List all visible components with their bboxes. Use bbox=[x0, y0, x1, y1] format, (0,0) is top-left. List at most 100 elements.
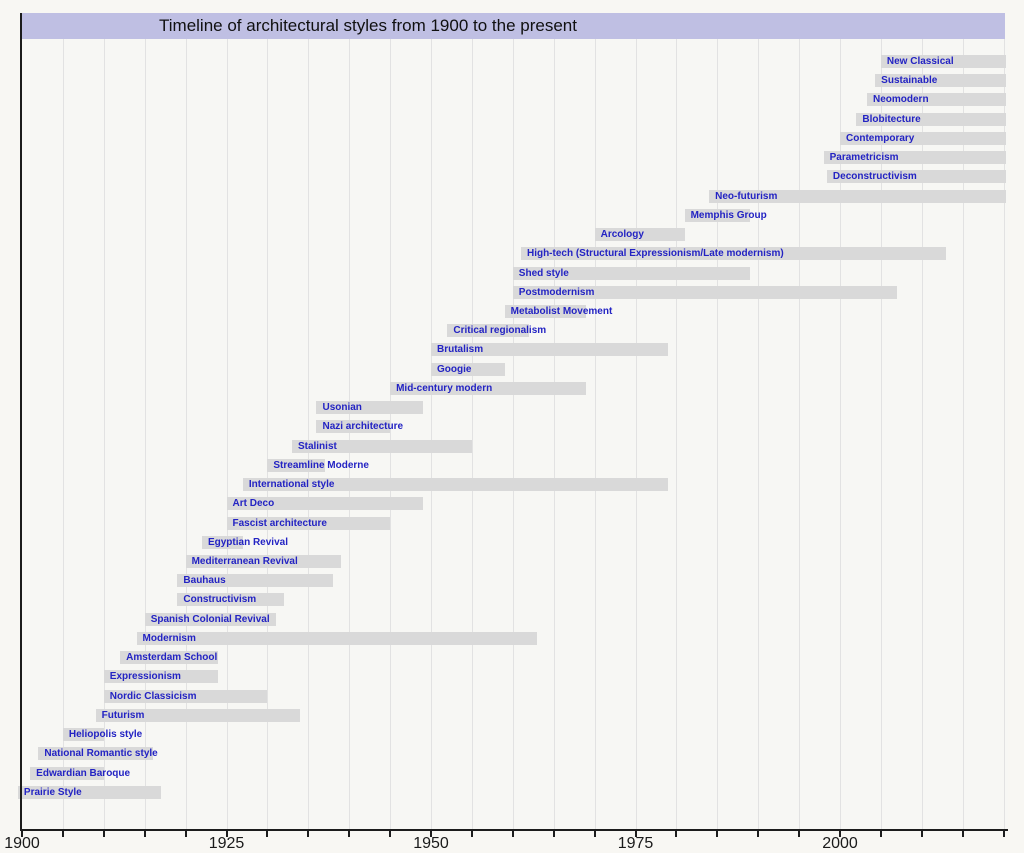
style-label[interactable]: Constructivism bbox=[183, 594, 257, 606]
style-label[interactable]: Memphis Group bbox=[690, 209, 767, 221]
style-label[interactable]: Shed style bbox=[518, 267, 569, 279]
gridline bbox=[390, 39, 392, 829]
timeline-bar bbox=[594, 228, 685, 242]
style-label[interactable]: Mid-century modern bbox=[396, 382, 493, 394]
axis-tick bbox=[1002, 831, 1005, 837]
style-label[interactable]: Amsterdam School bbox=[126, 652, 218, 664]
x-axis-line bbox=[20, 829, 1008, 831]
axis-tick-label: 1900 bbox=[4, 835, 40, 852]
style-label[interactable]: Usonian bbox=[322, 402, 362, 414]
timeline-bar bbox=[177, 574, 333, 588]
style-label[interactable]: Googie bbox=[437, 363, 472, 375]
gridline bbox=[799, 39, 801, 829]
axis-tick bbox=[266, 831, 269, 837]
style-label[interactable]: Deconstructivism bbox=[832, 171, 917, 183]
timeline-bar bbox=[512, 266, 751, 280]
style-label[interactable]: Futurism bbox=[101, 709, 145, 721]
style-label[interactable]: Spanish Colonial Revival bbox=[150, 613, 270, 625]
gridline bbox=[553, 39, 555, 829]
timeline-bar bbox=[520, 247, 947, 261]
gridline bbox=[471, 39, 473, 829]
timeline-bar bbox=[95, 708, 301, 722]
style-label[interactable]: Prairie Style bbox=[23, 786, 82, 798]
style-label[interactable]: Postmodernism bbox=[518, 286, 595, 298]
style-label[interactable]: Arcology bbox=[600, 229, 644, 241]
style-label[interactable]: Edwardian Baroque bbox=[36, 767, 131, 779]
timeline-bar bbox=[136, 631, 538, 645]
timeline-bar bbox=[709, 189, 1007, 203]
timeline-bar bbox=[880, 55, 1007, 68]
gridline bbox=[185, 39, 187, 829]
timeline-bar bbox=[316, 420, 391, 434]
timeline-bar bbox=[866, 93, 1007, 107]
axis-tick bbox=[225, 831, 228, 837]
gridline bbox=[103, 39, 105, 829]
style-label[interactable]: Bauhaus bbox=[183, 575, 226, 587]
style-label[interactable]: Art Deco bbox=[232, 498, 275, 510]
axis-tick bbox=[757, 831, 760, 837]
timeline-bar bbox=[840, 131, 1007, 145]
timeline-bar bbox=[431, 362, 505, 376]
style-label[interactable]: Sustainable bbox=[881, 75, 938, 87]
style-label[interactable]: Mediterranean Revival bbox=[191, 555, 298, 567]
axis-tick bbox=[511, 831, 514, 837]
style-label[interactable]: Contemporary bbox=[846, 132, 915, 144]
timeline-bar bbox=[201, 535, 243, 549]
style-label[interactable]: National Romantic style bbox=[44, 748, 158, 760]
style-label[interactable]: Parametricism bbox=[829, 152, 899, 164]
style-label[interactable]: Critical regionalism bbox=[453, 325, 547, 337]
timeline-bar bbox=[826, 170, 1007, 184]
axis-tick bbox=[102, 831, 105, 837]
axis-tick bbox=[389, 831, 392, 837]
style-label[interactable]: International style bbox=[248, 479, 335, 491]
axis-tick bbox=[61, 831, 64, 837]
style-label[interactable]: Stalinist bbox=[297, 440, 337, 452]
timeline-bar bbox=[856, 112, 1007, 126]
axis-tick bbox=[961, 831, 964, 837]
timeline-bar bbox=[30, 766, 104, 780]
plot-area: New Classical Sustainable Neomodern Blobite… bbox=[17, 39, 1008, 829]
timeline-bar bbox=[185, 554, 341, 568]
style-label[interactable]: High-tech (Structural Expressionism/Late… bbox=[526, 248, 784, 260]
axis-tick bbox=[307, 831, 310, 837]
axis-tick-label: 1925 bbox=[208, 835, 245, 852]
style-label[interactable]: Streamline Moderne bbox=[273, 459, 369, 471]
chart-title-bar: Timeline of architectural styles from 19… bbox=[21, 13, 1005, 39]
style-label[interactable]: New Classical bbox=[886, 56, 954, 67]
timeline-bar bbox=[447, 324, 530, 338]
style-label[interactable]: Egyptian Revival bbox=[207, 536, 288, 548]
axis-tick bbox=[839, 831, 841, 837]
gridline bbox=[717, 39, 719, 829]
timeline-bar bbox=[103, 689, 268, 703]
gridline bbox=[267, 39, 269, 829]
timeline-bar bbox=[62, 728, 104, 742]
style-label[interactable]: Fascist architecture bbox=[232, 517, 328, 529]
axis-tick-label: 2000 bbox=[822, 835, 858, 852]
style-label[interactable]: Nordic Classicism bbox=[109, 690, 197, 702]
timeline-bar bbox=[316, 401, 423, 415]
axis-tick bbox=[879, 831, 882, 837]
style-label[interactable]: Brutalism bbox=[437, 344, 484, 356]
axis-tick bbox=[470, 831, 473, 837]
style-label[interactable]: Blobitecture bbox=[862, 113, 921, 125]
gridline bbox=[349, 39, 351, 829]
style-label[interactable]: Heliopolis style bbox=[68, 729, 143, 741]
timeline-bar bbox=[431, 343, 669, 357]
axis-tick-label: 1950 bbox=[413, 835, 449, 852]
gridline bbox=[635, 39, 637, 829]
gridline bbox=[308, 39, 310, 829]
style-label[interactable]: Nazi architecture bbox=[322, 421, 404, 433]
y-axis-line bbox=[20, 13, 22, 830]
style-label[interactable]: Expressionism bbox=[109, 671, 181, 683]
gridline bbox=[758, 39, 760, 829]
style-label[interactable]: Metabolist Movement bbox=[510, 305, 613, 317]
style-label[interactable]: Modernism bbox=[142, 632, 196, 644]
axis-tick-label: 1975 bbox=[617, 835, 654, 852]
timeline-bar bbox=[875, 74, 1007, 88]
gridline bbox=[431, 39, 432, 829]
style-label[interactable]: Neomodern bbox=[872, 94, 929, 106]
timeline-bar bbox=[504, 304, 587, 318]
gridline bbox=[594, 39, 596, 829]
style-label[interactable]: Neo-futurism bbox=[715, 190, 778, 202]
gridline bbox=[1003, 39, 1005, 829]
